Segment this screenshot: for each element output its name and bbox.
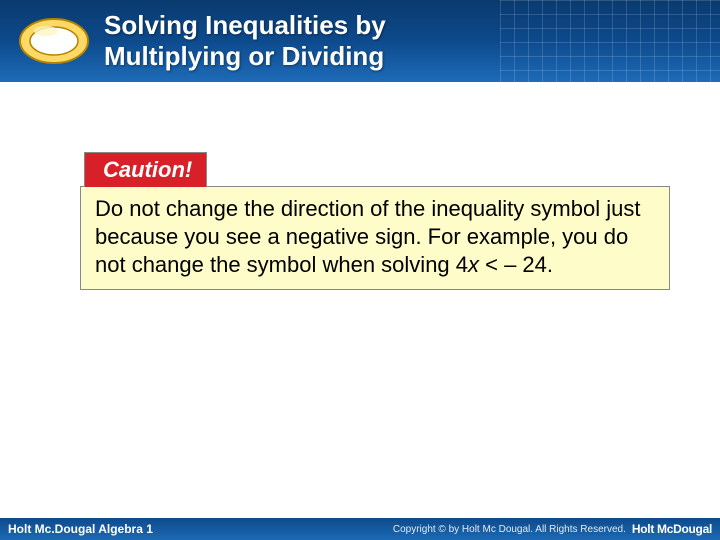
footer-textbook-name: Holt Mc.Dougal Algebra 1 xyxy=(8,522,153,536)
title-line-2: Multiplying or Dividing xyxy=(104,41,384,71)
caution-label: Caution! xyxy=(84,152,207,187)
lesson-oval-icon xyxy=(18,17,90,65)
slide-header: Solving Inequalities by Multiplying or D… xyxy=(0,0,720,82)
header-grid-decoration xyxy=(500,0,720,82)
footer-brand: Holt McDougal xyxy=(632,522,712,536)
caution-body-prefix: Do not change the direction of the inequ… xyxy=(95,196,640,277)
footer-brand-main: Holt McDougal xyxy=(632,522,712,536)
caution-body-suffix: < – 24. xyxy=(479,252,553,277)
caution-body-variable: x xyxy=(468,252,479,277)
caution-box: Do not change the direction of the inequ… xyxy=(80,186,670,290)
footer-copyright-block: Copyright © by Holt Mc Dougal. All Right… xyxy=(393,522,712,536)
slide-footer: Holt Mc.Dougal Algebra 1 Copyright © by … xyxy=(0,518,720,540)
slide-title: Solving Inequalities by Multiplying or D… xyxy=(104,10,386,72)
footer-copyright-text: Copyright © by Holt Mc Dougal. All Right… xyxy=(393,524,626,535)
slide-content: Caution! Do not change the direction of … xyxy=(0,82,720,518)
title-line-1: Solving Inequalities by xyxy=(104,10,386,40)
